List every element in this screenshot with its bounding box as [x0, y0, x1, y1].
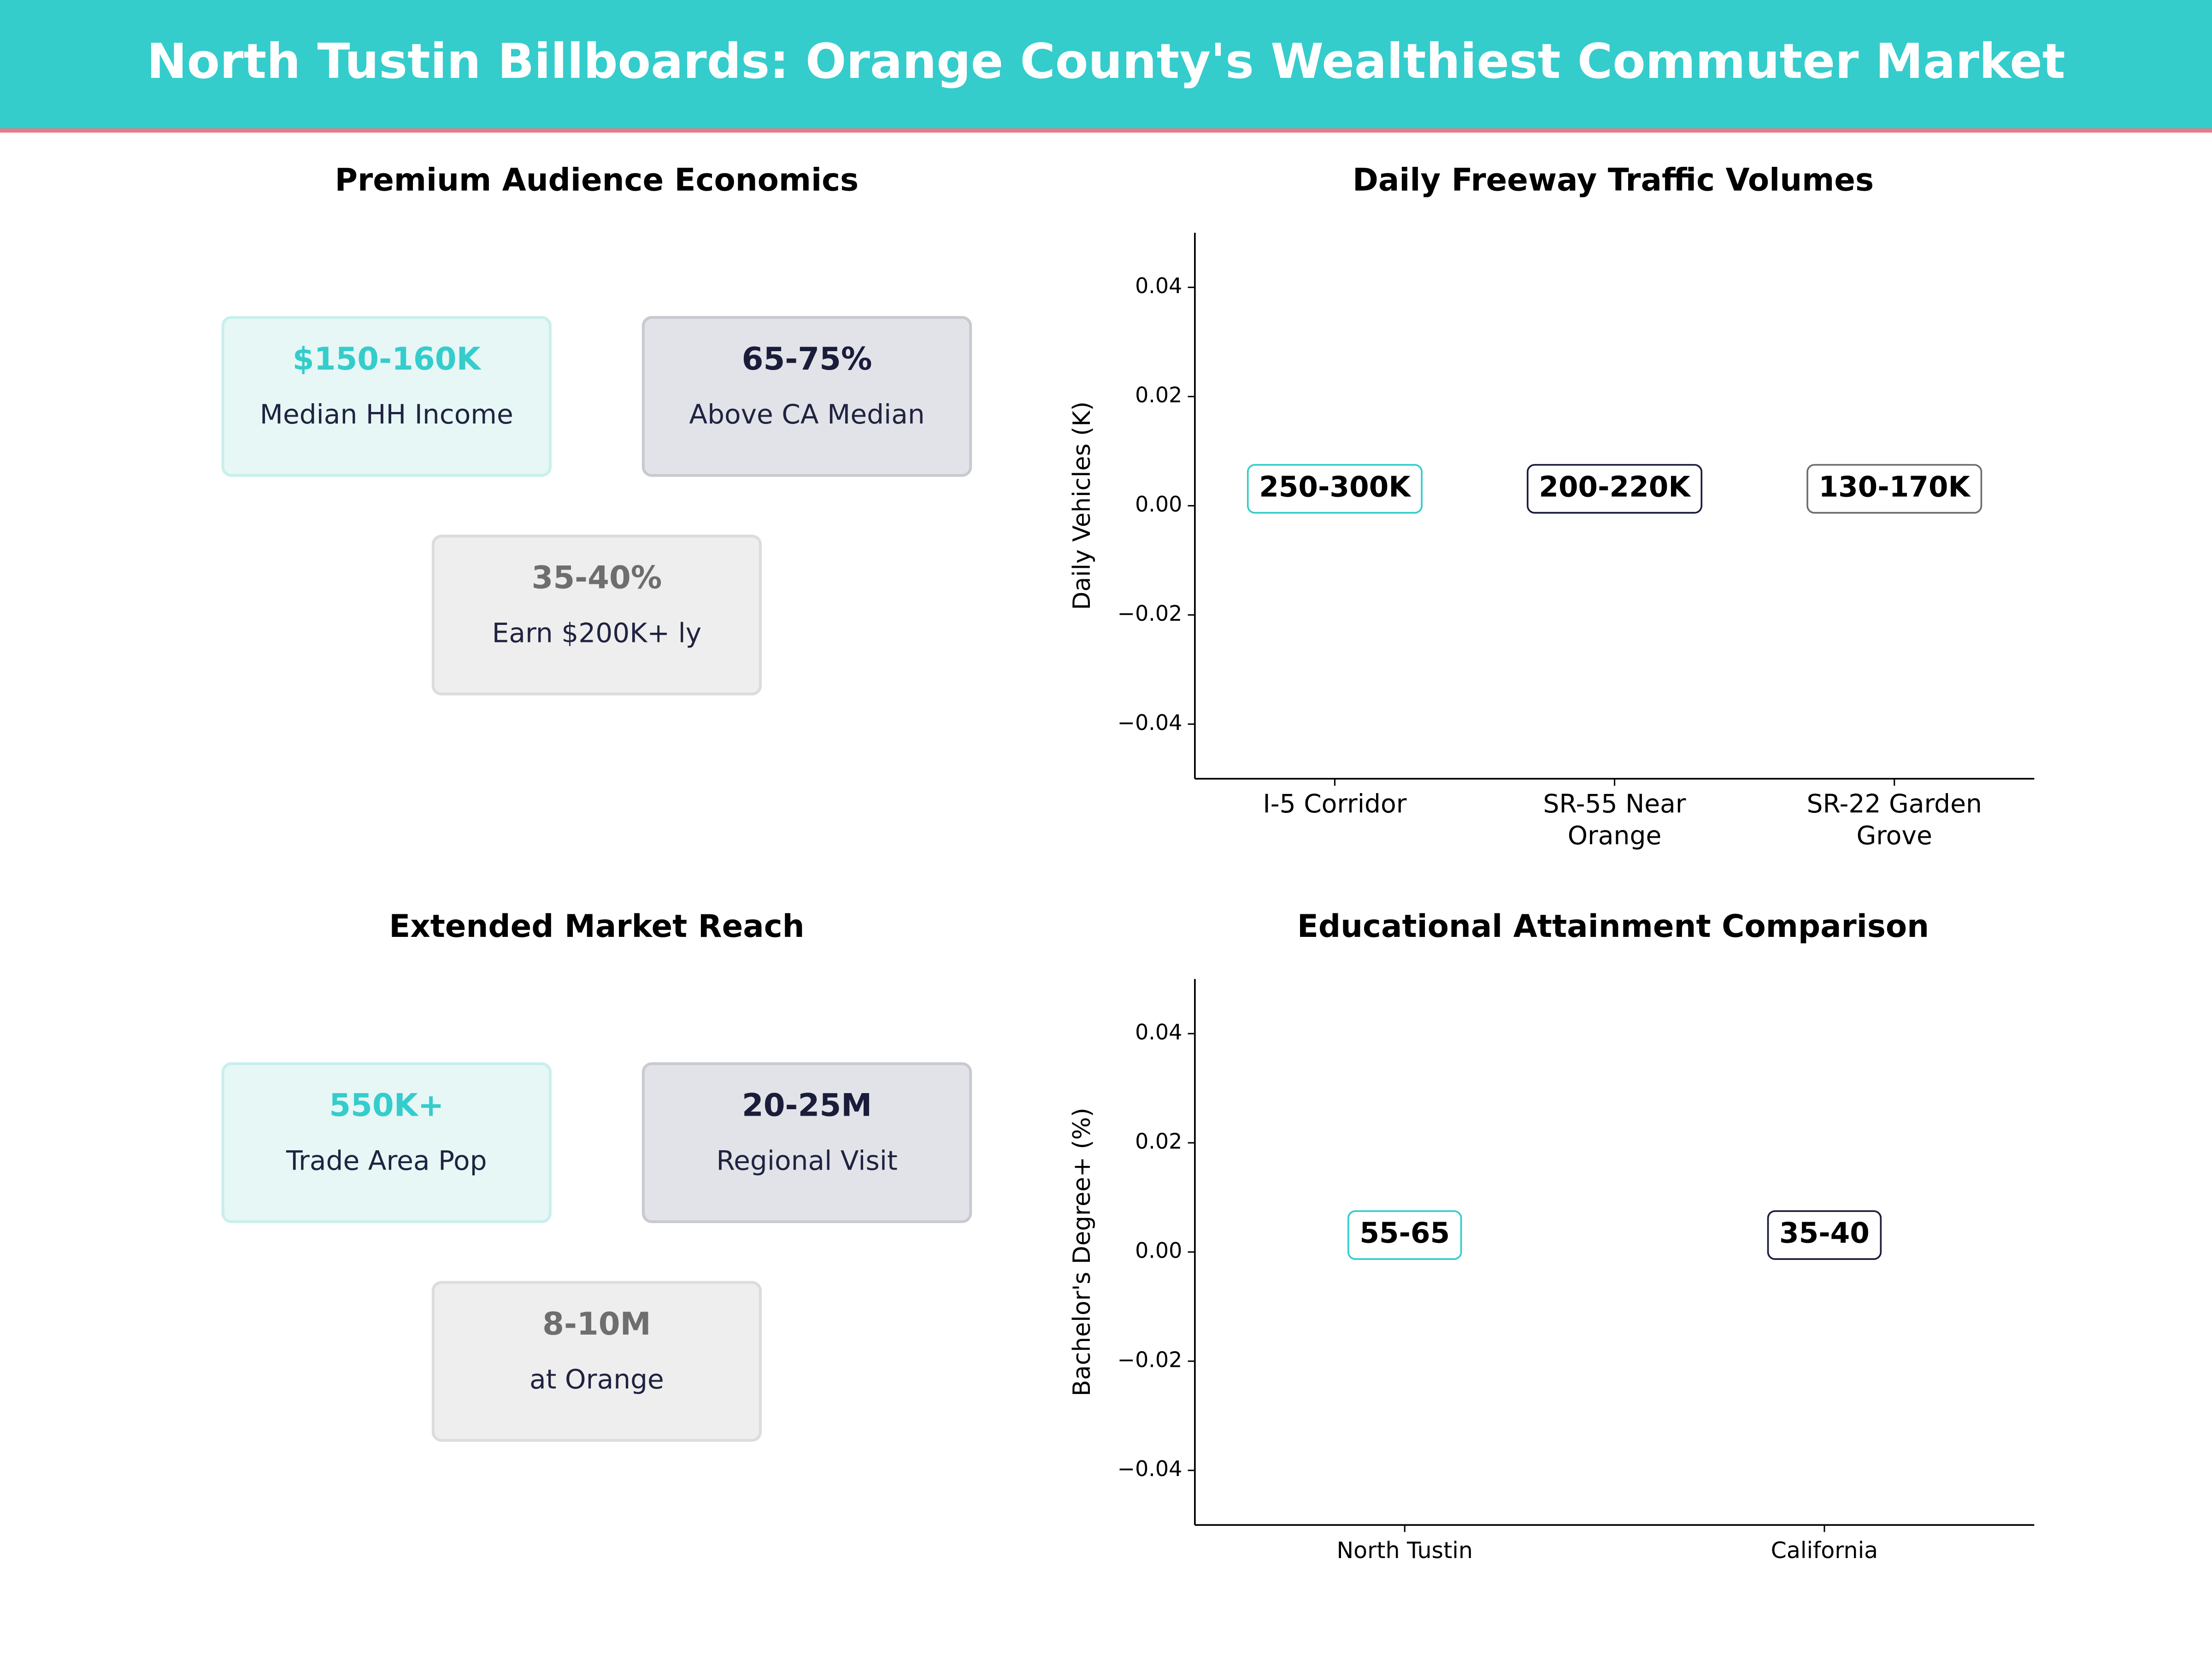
x-tick-label: SR-55 Near Orange [1543, 789, 1686, 850]
card-value: 8-10M [542, 1306, 651, 1342]
label-text: 55-65 [1359, 1217, 1450, 1250]
label-box [1806, 464, 1983, 514]
card-label: Trade Area Pop [286, 1145, 487, 1177]
x-tick-label: California [1771, 1537, 1878, 1564]
kpi-card: 65-75% Above CA Median [641, 316, 972, 477]
card-box [221, 316, 552, 477]
header-band [0, 0, 2212, 130]
card-value: 550K+ [329, 1087, 444, 1124]
panel-title: Premium Audience Economics [335, 161, 859, 198]
card-label: Regional Visit [716, 1145, 897, 1177]
label-text: 250-300K [1259, 471, 1412, 503]
range-label: 35-40 [1767, 1210, 1882, 1260]
range-label: 250-300K [1247, 464, 1423, 514]
y-tick-label: 0.02 [1135, 382, 1182, 407]
label-box [1527, 464, 1703, 514]
card-label: Earn $200K+ ly [492, 618, 702, 649]
kpi-card: $150-160K Median HH Income [221, 316, 552, 477]
card-value: 65-75% [742, 341, 872, 377]
card-label: at Orange [529, 1364, 664, 1395]
kpi-card: 20-25M Regional Visit [641, 1062, 972, 1224]
panel-title: Extended Market Reach [389, 908, 804, 944]
label-box [1247, 464, 1423, 514]
range-label: 200-220K [1527, 464, 1703, 514]
card-box [221, 1062, 552, 1224]
card-box [431, 1281, 762, 1442]
card-label: Median HH Income [260, 399, 513, 430]
card-value: $150-160K [293, 341, 482, 377]
header-rule [0, 128, 2212, 133]
range-label: 130-170K [1806, 464, 1983, 514]
card-label: Above CA Median [689, 399, 924, 430]
chart-title: Educational Attainment Comparison [1297, 908, 1929, 944]
label-box [1767, 1210, 1882, 1260]
y-axis-label: Daily Vehicles (K) [1068, 401, 1096, 610]
label-box [1347, 1210, 1462, 1260]
card-box [431, 535, 762, 696]
label-text: 130-170K [1818, 471, 1971, 503]
y-tick-label: −0.02 [1118, 1347, 1182, 1372]
y-tick-label: 0.00 [1135, 492, 1182, 517]
card-box [641, 316, 972, 477]
x-tick-label: SR-22 Garden Grove [1806, 789, 1982, 850]
card-value: 20-25M [742, 1087, 872, 1124]
card-value: 35-40% [531, 559, 662, 596]
y-tick-label: 0.04 [1135, 1019, 1182, 1044]
chart-title: Daily Freeway Traffic Volumes [1353, 161, 1874, 198]
x-tick-label: North Tustin [1337, 1537, 1473, 1564]
y-tick-label: −0.04 [1118, 710, 1182, 735]
y-tick-label: 0.02 [1135, 1129, 1182, 1153]
y-axis-label: Bachelor's Degree+ (%) [1068, 1108, 1096, 1396]
range-label: 55-65 [1347, 1210, 1462, 1260]
y-tick-label: 0.04 [1135, 273, 1182, 298]
kpi-card: 8-10M at Orange [431, 1281, 762, 1442]
page-title: North Tustin Billboards: Orange County's… [147, 33, 2065, 89]
label-text: 200-220K [1539, 471, 1691, 503]
kpi-card: 550K+ Trade Area Pop [221, 1062, 552, 1224]
label-text: 35-40 [1779, 1217, 1870, 1250]
y-tick-label: −0.04 [1118, 1456, 1182, 1481]
card-box [641, 1062, 972, 1224]
y-tick-label: 0.00 [1135, 1238, 1182, 1263]
y-tick-label: −0.02 [1118, 601, 1182, 626]
kpi-card: 35-40% Earn $200K+ ly [431, 535, 762, 696]
x-tick-label: I-5 Corridor [1263, 789, 1407, 818]
